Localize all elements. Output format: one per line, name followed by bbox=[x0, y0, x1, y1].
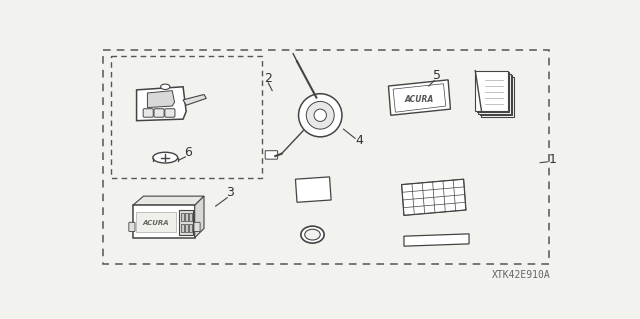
Text: 6: 6 bbox=[184, 146, 193, 159]
Polygon shape bbox=[195, 196, 204, 238]
Bar bbox=[111, 56, 262, 178]
FancyBboxPatch shape bbox=[179, 210, 193, 235]
Text: 5: 5 bbox=[433, 69, 440, 82]
FancyBboxPatch shape bbox=[481, 77, 514, 117]
FancyBboxPatch shape bbox=[189, 224, 191, 232]
Ellipse shape bbox=[301, 226, 324, 243]
Polygon shape bbox=[183, 94, 206, 105]
Polygon shape bbox=[296, 177, 331, 202]
FancyBboxPatch shape bbox=[132, 205, 195, 238]
Polygon shape bbox=[388, 80, 451, 115]
FancyBboxPatch shape bbox=[477, 72, 509, 112]
Text: XTK42E910A: XTK42E910A bbox=[492, 270, 551, 280]
FancyBboxPatch shape bbox=[143, 109, 153, 117]
Text: ACURA: ACURA bbox=[405, 95, 434, 104]
Polygon shape bbox=[404, 234, 469, 246]
Circle shape bbox=[298, 94, 342, 137]
Text: 3: 3 bbox=[227, 186, 234, 199]
FancyBboxPatch shape bbox=[194, 222, 200, 232]
Ellipse shape bbox=[161, 84, 170, 90]
Polygon shape bbox=[147, 91, 175, 108]
Text: 4: 4 bbox=[355, 134, 363, 147]
FancyBboxPatch shape bbox=[184, 213, 188, 221]
Bar bbox=[103, 50, 549, 264]
Polygon shape bbox=[136, 87, 186, 121]
FancyBboxPatch shape bbox=[189, 213, 191, 221]
Text: ACURA: ACURA bbox=[143, 220, 169, 226]
FancyBboxPatch shape bbox=[136, 211, 176, 232]
FancyBboxPatch shape bbox=[180, 224, 184, 232]
FancyBboxPatch shape bbox=[180, 213, 184, 221]
Circle shape bbox=[314, 109, 326, 122]
Ellipse shape bbox=[305, 229, 320, 240]
FancyBboxPatch shape bbox=[480, 75, 513, 115]
FancyBboxPatch shape bbox=[184, 224, 188, 232]
Polygon shape bbox=[402, 179, 466, 215]
Text: 1: 1 bbox=[549, 153, 557, 167]
Text: 2: 2 bbox=[264, 72, 272, 85]
Ellipse shape bbox=[153, 152, 178, 163]
FancyBboxPatch shape bbox=[129, 222, 135, 232]
Circle shape bbox=[307, 101, 334, 129]
FancyBboxPatch shape bbox=[478, 74, 511, 114]
Polygon shape bbox=[132, 196, 204, 205]
FancyBboxPatch shape bbox=[265, 151, 278, 159]
FancyBboxPatch shape bbox=[476, 70, 508, 111]
FancyBboxPatch shape bbox=[165, 109, 175, 117]
FancyBboxPatch shape bbox=[154, 109, 164, 117]
